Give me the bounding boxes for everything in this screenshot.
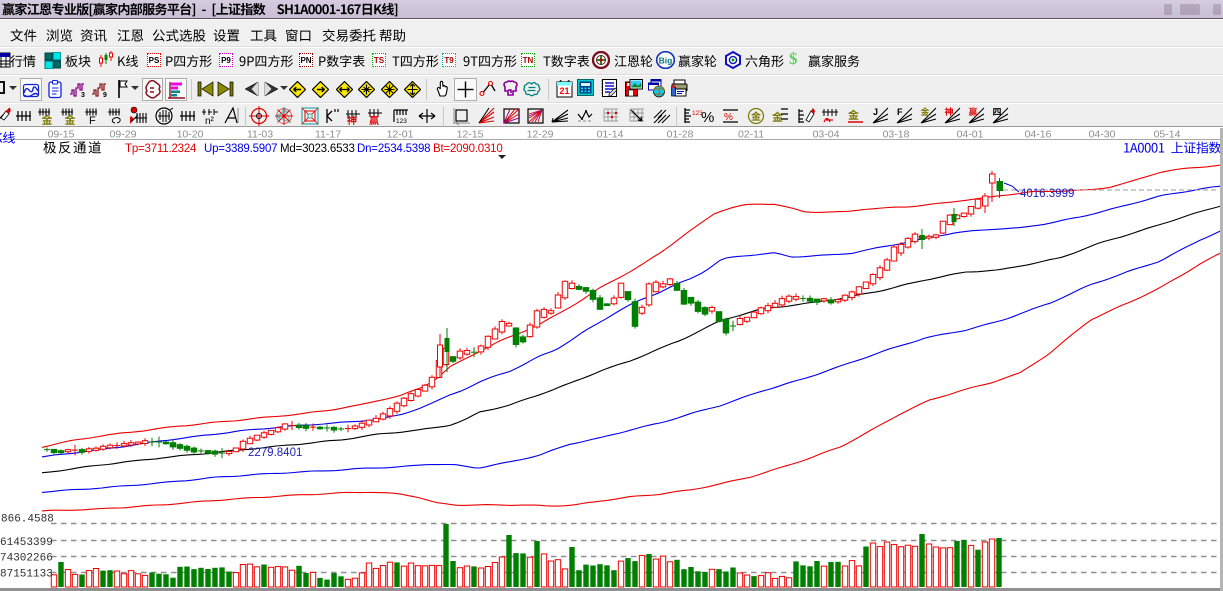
svg-text:J: J	[873, 107, 878, 117]
svg-text:F: F	[897, 107, 903, 117]
svg-text:866.4588: 866.4588	[1, 514, 54, 526]
svg-text:01-28: 01-28	[667, 129, 694, 141]
svg-text:Up=3389.5907: Up=3389.5907	[204, 143, 277, 155]
svg-text:02-11: 02-11	[738, 129, 764, 141]
svg-text:11-17: 11-17	[315, 129, 341, 141]
svg-text:04-16: 04-16	[1025, 129, 1052, 141]
svg-text:12-01: 12-01	[387, 129, 414, 141]
svg-text:11-03: 11-03	[247, 129, 273, 141]
svg-text:09-15: 09-15	[48, 129, 75, 141]
svg-text:03-18: 03-18	[883, 129, 910, 141]
svg-text:87151133: 87151133	[0, 569, 53, 581]
svg-text:Bt=2090.0310: Bt=2090.0310	[433, 143, 503, 155]
svg-text:9: 9	[103, 92, 107, 98]
svg-text:4016.3999: 4016.3999	[1020, 188, 1074, 200]
svg-text:04-30: 04-30	[1089, 129, 1116, 141]
svg-text:Dn=2534.5398: Dn=2534.5398	[357, 143, 430, 155]
svg-text:03-04: 03-04	[813, 129, 840, 141]
svg-text:05-14: 05-14	[1154, 129, 1181, 141]
svg-text:%: %	[701, 109, 714, 126]
svg-text:12-15: 12-15	[457, 129, 484, 141]
svg-text:Tp=3711.2324: Tp=3711.2324	[125, 143, 197, 155]
svg-text:21: 21	[559, 86, 569, 96]
svg-text:01-14: 01-14	[597, 129, 624, 141]
svg-text:%: %	[724, 112, 733, 123]
svg-text:09-29: 09-29	[110, 129, 137, 141]
svg-text:n²: n²	[205, 116, 215, 126]
svg-text:F: F	[89, 115, 96, 126]
svg-text:61453399: 61453399	[0, 537, 53, 549]
svg-text:2279.8401: 2279.8401	[248, 447, 302, 459]
svg-text:04-01: 04-01	[957, 129, 984, 141]
svg-text:74302266: 74302266	[0, 553, 53, 565]
svg-text:123: 123	[692, 110, 702, 117]
svg-text:Big: Big	[659, 56, 673, 66]
svg-text:12-29: 12-29	[527, 129, 554, 141]
svg-text:Md=3023.6533: Md=3023.6533	[280, 143, 355, 155]
svg-text:123: 123	[396, 118, 407, 125]
svg-text:10-20: 10-20	[177, 129, 204, 141]
svg-text:3: 3	[81, 92, 85, 98]
